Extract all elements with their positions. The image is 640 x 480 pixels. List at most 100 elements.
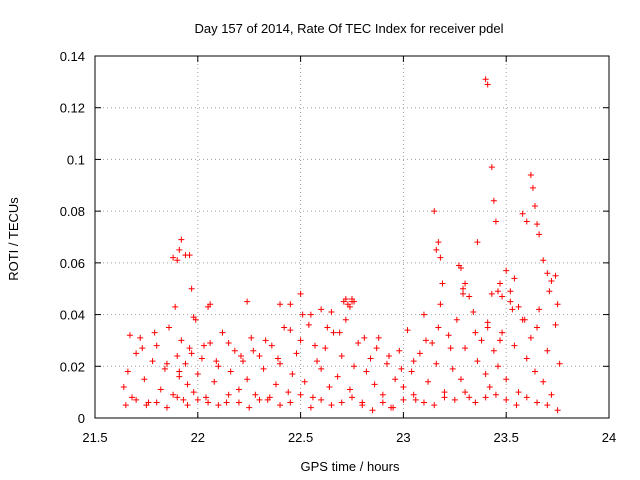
data-point: [176, 368, 183, 375]
data-point: [225, 391, 232, 398]
data-point: [318, 365, 325, 372]
x-tick-label: 24: [602, 430, 616, 445]
data-point: [186, 345, 193, 352]
data-point: [423, 337, 430, 344]
data-point: [244, 376, 251, 383]
data-point: [351, 363, 358, 370]
data-point: [548, 391, 555, 398]
data-point: [503, 267, 510, 274]
data-points: [120, 76, 563, 414]
data-point: [410, 358, 417, 365]
data-point: [297, 290, 304, 297]
data-point: [515, 303, 522, 310]
data-point: [174, 352, 181, 359]
data-point: [412, 396, 419, 403]
data-point: [441, 389, 448, 396]
data-point: [143, 402, 150, 409]
data-point: [205, 399, 212, 406]
data-point: [531, 368, 538, 375]
data-point: [180, 396, 187, 403]
data-point: [420, 311, 427, 318]
data-point: [460, 285, 467, 292]
data-point: [336, 329, 343, 336]
data-point: [470, 308, 477, 315]
data-point: [351, 298, 358, 305]
data-point: [499, 329, 506, 336]
data-point: [240, 358, 247, 365]
data-point: [322, 345, 329, 352]
data-point: [334, 373, 341, 380]
x-tick-labels: 21.5 22 22.5 23 23.5 24: [82, 430, 616, 445]
data-point: [451, 396, 458, 403]
data-point: [237, 352, 244, 359]
data-point: [552, 321, 559, 328]
data-point: [534, 399, 541, 406]
data-point: [293, 350, 300, 357]
data-point: [472, 399, 479, 406]
data-point: [346, 386, 353, 393]
data-point: [250, 347, 257, 354]
data-point: [441, 394, 448, 401]
data-point: [453, 316, 460, 323]
data-point: [211, 378, 218, 385]
data-point: [198, 355, 205, 362]
data-point: [367, 355, 374, 362]
data-point: [174, 394, 181, 401]
data-point: [497, 337, 504, 344]
data-point: [225, 340, 232, 347]
plot-frame: [94, 55, 610, 419]
data-point: [190, 389, 197, 396]
data-point: [318, 396, 325, 403]
data-point: [410, 391, 417, 398]
data-point: [260, 365, 267, 372]
data-point: [416, 350, 423, 357]
data-point: [338, 352, 345, 359]
data-point: [256, 352, 263, 359]
chart-title: Day 157 of 2014, Rate Of TEC Index for r…: [194, 21, 503, 36]
data-point: [126, 332, 133, 339]
data-point: [287, 399, 294, 406]
data-point: [398, 365, 405, 372]
data-point: [503, 376, 510, 383]
data-point: [299, 311, 306, 318]
data-point: [285, 389, 292, 396]
data-point: [548, 277, 555, 284]
data-point: [207, 340, 214, 347]
data-point: [318, 306, 325, 313]
data-point: [137, 334, 144, 341]
data-point: [431, 208, 438, 215]
data-point: [529, 184, 536, 191]
data-point: [466, 394, 473, 401]
data-point: [133, 350, 140, 357]
data-point: [373, 345, 380, 352]
data-point: [328, 308, 335, 315]
data-point: [219, 329, 226, 336]
data-point: [188, 350, 195, 357]
data-point: [129, 394, 136, 401]
data-point: [523, 218, 530, 225]
data-point: [346, 303, 353, 310]
data-point: [379, 391, 386, 398]
data-point: [462, 280, 469, 287]
data-point: [425, 378, 432, 385]
data-point: [527, 171, 534, 178]
data-point: [523, 355, 530, 362]
data-point: [534, 324, 541, 331]
data-point: [297, 391, 304, 398]
data-point: [170, 391, 177, 398]
y-tick-label: 0.1: [67, 152, 85, 167]
y-axis-label: ROTI / TECUs: [6, 197, 21, 281]
data-point: [494, 363, 501, 370]
data-point: [371, 381, 378, 388]
data-point: [157, 386, 164, 393]
data-point: [338, 399, 345, 406]
data-point: [192, 316, 199, 323]
data-point: [460, 290, 467, 297]
data-point: [281, 324, 288, 331]
data-point: [472, 329, 479, 336]
data-point: [457, 376, 464, 383]
data-point: [447, 345, 454, 352]
data-point: [163, 404, 170, 411]
data-point: [511, 342, 518, 349]
x-tick-label: 23: [396, 430, 410, 445]
